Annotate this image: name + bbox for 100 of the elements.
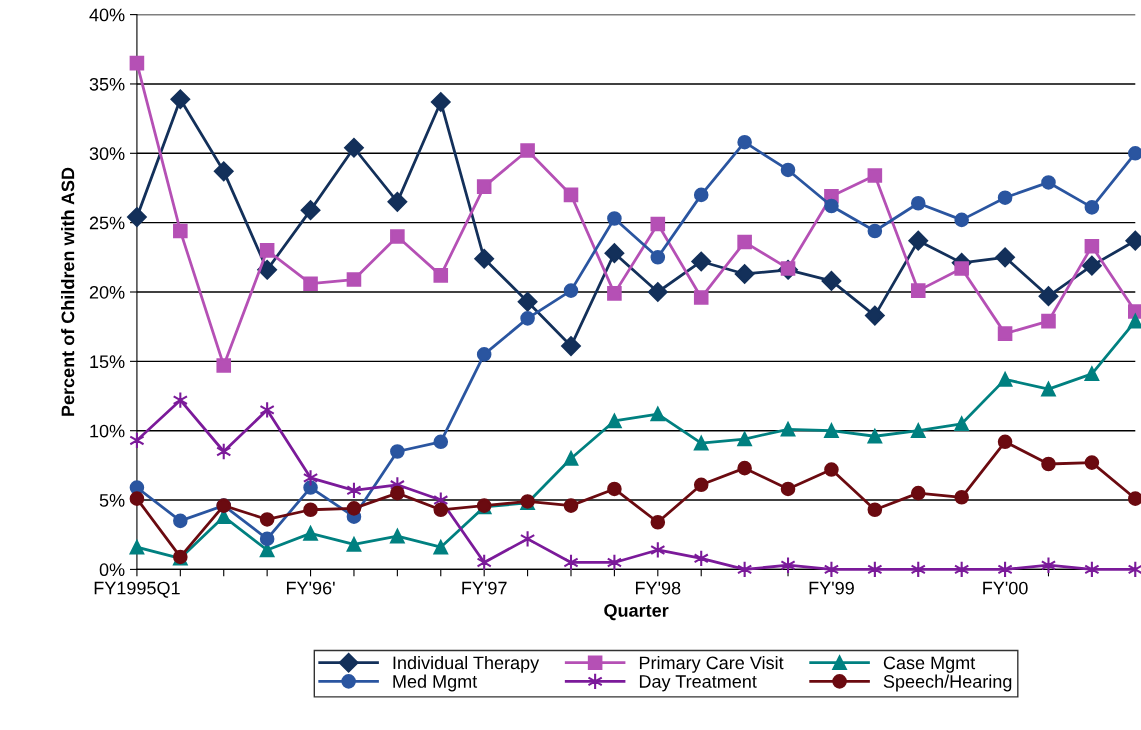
point — [607, 286, 622, 301]
point — [737, 234, 752, 250]
point — [737, 431, 752, 447]
point — [954, 212, 969, 228]
x-tick-label: FY'00 — [983, 581, 1028, 595]
point — [867, 223, 883, 239]
point — [1041, 456, 1056, 472]
point — [563, 187, 579, 203]
point — [433, 539, 449, 555]
x-axis-title: Quarter — [604, 604, 669, 621]
point — [257, 259, 278, 280]
y-tick-label: 15% — [90, 355, 125, 369]
point — [693, 290, 709, 305]
point — [390, 444, 405, 459]
point — [737, 134, 752, 150]
legend-label: Primary Care Visit — [639, 655, 784, 673]
point — [303, 480, 318, 495]
y-tick-label: 10% — [90, 424, 125, 438]
point — [691, 251, 712, 272]
point — [300, 200, 321, 221]
point — [910, 283, 926, 298]
point — [780, 162, 796, 178]
point — [1038, 286, 1059, 307]
legend-label: Case Mgmt — [883, 656, 976, 673]
point — [910, 423, 926, 438]
point — [824, 462, 839, 477]
point — [954, 261, 969, 276]
point — [997, 434, 1013, 450]
point — [995, 247, 1015, 268]
point — [517, 291, 538, 312]
point — [561, 336, 581, 356]
point — [344, 137, 364, 158]
y-tick-label: 30% — [89, 147, 125, 161]
point — [216, 358, 232, 373]
point — [650, 250, 666, 265]
point — [127, 207, 147, 227]
point — [1084, 200, 1100, 215]
x-tick-label: FY'99 — [809, 581, 854, 595]
point — [910, 560, 926, 579]
point — [864, 305, 885, 326]
point — [908, 230, 929, 251]
point — [520, 311, 535, 326]
point — [650, 216, 666, 232]
point — [213, 161, 234, 182]
point — [823, 560, 840, 579]
point — [433, 434, 449, 450]
point — [824, 198, 839, 214]
point — [1041, 381, 1056, 397]
point — [737, 460, 752, 476]
point — [954, 489, 969, 505]
point — [1041, 313, 1056, 329]
point — [693, 477, 709, 493]
point — [650, 406, 666, 422]
legend-label: Day Treatment — [639, 675, 757, 692]
point — [736, 560, 753, 579]
point — [1127, 560, 1141, 579]
point — [910, 195, 926, 211]
point — [1040, 556, 1057, 574]
point — [259, 512, 275, 527]
point — [259, 243, 275, 258]
x-tick-label: FY'97 — [462, 581, 507, 595]
point — [954, 560, 970, 579]
point — [607, 413, 622, 429]
point — [824, 423, 839, 438]
point — [1082, 255, 1102, 276]
point — [476, 347, 492, 362]
y-tick-label: 5% — [99, 494, 125, 507]
point — [1084, 455, 1100, 470]
point — [821, 271, 842, 291]
point — [173, 223, 188, 239]
point — [1084, 238, 1100, 254]
point — [997, 326, 1013, 341]
point — [1084, 366, 1100, 382]
point — [387, 191, 408, 212]
point — [563, 451, 579, 466]
point — [430, 92, 451, 112]
point — [693, 187, 709, 203]
x-tick-label: FY1995Q1 — [94, 581, 180, 598]
point — [910, 485, 926, 501]
y-tick-label: 25% — [89, 216, 125, 230]
point — [734, 264, 755, 284]
legend-label: Individual Therapy — [393, 655, 540, 673]
point — [303, 276, 318, 291]
point — [303, 502, 318, 518]
y-tick-label: 35% — [89, 77, 125, 91]
point — [867, 168, 883, 183]
point — [390, 229, 405, 244]
legend-label: Speech/Hearing — [883, 674, 1012, 692]
point — [476, 179, 492, 194]
point — [520, 143, 535, 158]
point — [170, 89, 191, 110]
point — [1084, 560, 1100, 579]
point — [607, 211, 622, 226]
legend-label: Med Mgmt — [393, 674, 478, 692]
point — [474, 248, 495, 269]
point — [390, 528, 405, 544]
point — [997, 372, 1013, 387]
point — [129, 491, 145, 506]
point — [997, 190, 1013, 205]
point — [867, 428, 883, 444]
